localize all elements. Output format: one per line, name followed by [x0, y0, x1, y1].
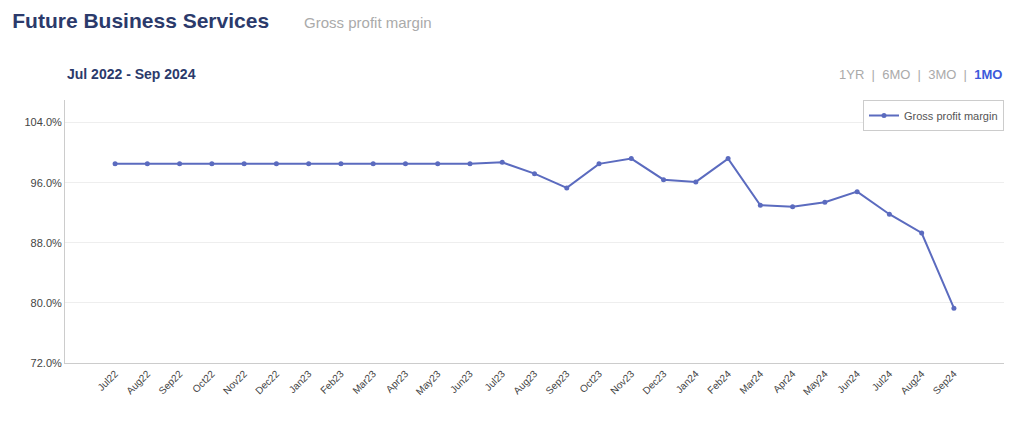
- svg-text:Nov22: Nov22: [221, 368, 250, 397]
- svg-text:Apr23: Apr23: [384, 368, 411, 395]
- svg-text:Jun24: Jun24: [835, 368, 862, 395]
- svg-text:88.0%: 88.0%: [31, 237, 62, 249]
- svg-text:Sep23: Sep23: [543, 368, 572, 397]
- svg-text:Feb24: Feb24: [705, 368, 733, 396]
- svg-text:Oct23: Oct23: [577, 368, 604, 395]
- svg-text:Jan23: Jan23: [287, 368, 314, 395]
- svg-text:Sep22: Sep22: [156, 368, 185, 397]
- svg-text:Jun23: Jun23: [448, 368, 475, 395]
- svg-text:Nov23: Nov23: [608, 368, 637, 397]
- svg-text:Gross profit margin: Gross profit margin: [904, 110, 998, 122]
- svg-text:Jul24: Jul24: [870, 368, 895, 393]
- svg-text:May23: May23: [414, 368, 443, 397]
- svg-text:Oct22: Oct22: [190, 368, 217, 395]
- svg-text:72.0%: 72.0%: [31, 357, 62, 369]
- svg-text:Aug24: Aug24: [898, 368, 927, 397]
- svg-text:80.0%: 80.0%: [31, 297, 62, 309]
- svg-text:Feb23: Feb23: [318, 368, 346, 396]
- svg-text:Future Business Services: Future Business Services Gross profit ma…: [12, 9, 431, 32]
- svg-text:Jan24: Jan24: [674, 368, 701, 395]
- svg-text:Dec23: Dec23: [640, 368, 669, 397]
- svg-text:Jul 2022 - Sep 2024: Jul 2022 - Sep 2024: [67, 66, 196, 82]
- svg-text:1YR | 6MO | 3MO | 1MO: 1YR | 6MO | 3MO | 1MO: [839, 67, 1002, 82]
- svg-text:Jul23: Jul23: [483, 368, 508, 393]
- svg-text:Sep24: Sep24: [931, 368, 960, 397]
- svg-text:104.0%: 104.0%: [24, 116, 62, 128]
- svg-text:Aug22: Aug22: [124, 368, 153, 397]
- svg-text:Apr24: Apr24: [771, 368, 798, 395]
- svg-text:Jul22: Jul22: [95, 368, 120, 393]
- svg-text:Aug23: Aug23: [511, 368, 540, 397]
- svg-text:Dec22: Dec22: [253, 368, 282, 397]
- svg-text:May24: May24: [801, 368, 830, 397]
- svg-text:96.0%: 96.0%: [31, 177, 62, 189]
- svg-text:Mar23: Mar23: [350, 368, 378, 396]
- svg-text:Mar24: Mar24: [737, 368, 765, 396]
